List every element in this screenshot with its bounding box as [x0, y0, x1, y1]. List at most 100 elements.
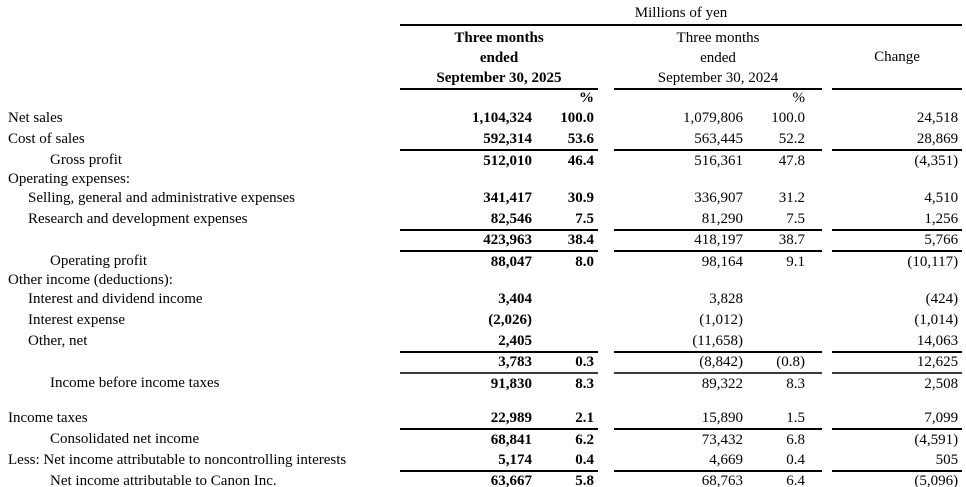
amount-2025	[400, 394, 536, 408]
spacer-cell	[598, 429, 614, 450]
pct-2025	[536, 289, 598, 310]
spacer-cell	[598, 471, 614, 487]
change-value: 4,510	[924, 190, 959, 207]
spacer-cell	[598, 289, 614, 310]
pct-2025: 5.8	[536, 471, 598, 487]
spacer-cell	[822, 251, 832, 272]
amount-2025: 512,010	[483, 152, 532, 169]
spacer-cell	[598, 450, 614, 471]
change-value: (5,096)	[832, 471, 963, 487]
column-headers-row: Three months ended September 30, 2025 Th…	[0, 25, 963, 91]
pct-2024	[745, 394, 822, 408]
column-header-2025-line3: September 30, 2025	[436, 69, 562, 86]
row-label: Selling, general and administrative expe…	[28, 190, 296, 207]
column-header-2025-line2: ended	[479, 49, 519, 66]
change-value: 24,518	[916, 110, 959, 127]
spacer-cell	[822, 108, 832, 129]
amount-2024: 81,290	[614, 209, 745, 232]
spacer-cell	[0, 89, 400, 108]
spacer-cell	[598, 352, 614, 373]
amount-2024: 89,322	[701, 375, 743, 392]
row-label: Income taxes	[8, 410, 88, 427]
spacer-cell	[598, 129, 614, 150]
amount-2024: 336,907	[694, 190, 743, 207]
pct-2025: 6.2	[575, 431, 594, 448]
change-value: (10,117)	[907, 253, 959, 270]
spacer-cell	[832, 89, 962, 108]
spacer-cell	[822, 129, 832, 150]
spacer-cell	[822, 310, 832, 331]
change-value: 505	[832, 450, 963, 473]
change-value	[832, 171, 962, 188]
spacer-cell	[598, 108, 614, 129]
amount-2025: 2,405	[400, 331, 536, 354]
spacer-cell	[822, 188, 832, 209]
row-label: Income before income taxes	[50, 375, 220, 392]
row-label: Gross profit	[50, 152, 123, 169]
spacer-cell	[598, 25, 614, 89]
table-row: Interest expense (2,026) (1,012) (1,014)	[0, 310, 962, 331]
table-row: Cost of sales 592,314 53.6 563,445 52.2 28,86…	[0, 129, 963, 152]
pct-2024: 47.8	[778, 152, 805, 169]
change-value: (4,351)	[914, 152, 959, 169]
change-value: 2,508	[924, 375, 959, 392]
pct-2025: 53.6	[536, 129, 598, 152]
amount-2025	[400, 171, 536, 188]
table-row: Gross profit 512,010 46.4 516,361 47.8 (4,351…	[0, 150, 962, 171]
pct-2025: 2.1	[536, 408, 598, 431]
spacer-cell	[822, 171, 832, 188]
spacer-cell	[400, 89, 536, 108]
amount-2024	[614, 394, 745, 408]
table-body: Net sales 1,104,324 100.0 1,079,806 100.0 24,…	[0, 108, 963, 487]
change-value: 1,256	[832, 209, 963, 232]
amount-2024: 98,164	[701, 253, 743, 270]
pct-2025: 100.0	[560, 110, 594, 127]
spacer-cell	[822, 25, 832, 89]
amount-2024: (8,842)	[614, 352, 745, 375]
spacer-cell	[0, 25, 400, 89]
percent-symbols-row: % %	[0, 89, 962, 108]
amount-2024: 73,432	[701, 431, 743, 448]
pct-2024	[745, 272, 822, 289]
spacer-cell	[822, 450, 832, 471]
column-header-2024-line3: September 30, 2024	[657, 69, 779, 86]
amount-2024: 68,763	[614, 471, 745, 487]
table-row: Research and development expenses 82,546 7…	[0, 209, 963, 232]
column-header-2024: Three months ended September 30, 2024	[614, 25, 822, 91]
percent-symbol-2025: %	[579, 90, 594, 107]
change-value	[832, 272, 962, 289]
spacer-cell	[822, 209, 832, 230]
column-header-2024-line2: ended	[700, 49, 736, 66]
pct-2025: 8.0	[575, 253, 594, 270]
change-value	[832, 394, 962, 408]
spacer-cell	[822, 408, 832, 429]
pct-2025: 30.9	[567, 190, 594, 207]
spacer-cell	[822, 289, 832, 310]
table-row: Other, net 2,405 (11,658) 14,063	[0, 331, 963, 354]
amount-2025: 63,667	[400, 471, 536, 487]
row-label: Less: Net income attributable to noncont…	[8, 452, 347, 469]
pct-2025	[536, 394, 598, 408]
pct-2025: 0.4	[536, 450, 598, 473]
pct-2024: 100.0	[771, 110, 805, 127]
pct-2025	[536, 310, 598, 331]
pct-2025	[536, 331, 598, 354]
pct-2024: 7.5	[745, 209, 822, 232]
spacer-cell	[598, 331, 614, 352]
change-value: 12,625	[832, 352, 963, 375]
spacer-cell	[822, 471, 832, 487]
change-value: (1,014)	[914, 312, 959, 329]
pct-2025	[536, 171, 598, 188]
amount-2025: 22,989	[400, 408, 536, 431]
pct-2025	[536, 272, 598, 289]
amount-2024	[614, 171, 745, 188]
amount-2024: 1,079,806	[683, 110, 743, 127]
amount-2025	[400, 272, 536, 289]
table-row: Income taxes 22,989 2.1 15,890 1.5 7,099	[0, 408, 963, 431]
table-row: Net income attributable to Canon Inc. 63,…	[0, 471, 963, 487]
pct-2024: 0.4	[745, 450, 822, 473]
spacer-cell	[822, 331, 832, 352]
column-header-2025: Three months ended September 30, 2025	[400, 25, 598, 91]
